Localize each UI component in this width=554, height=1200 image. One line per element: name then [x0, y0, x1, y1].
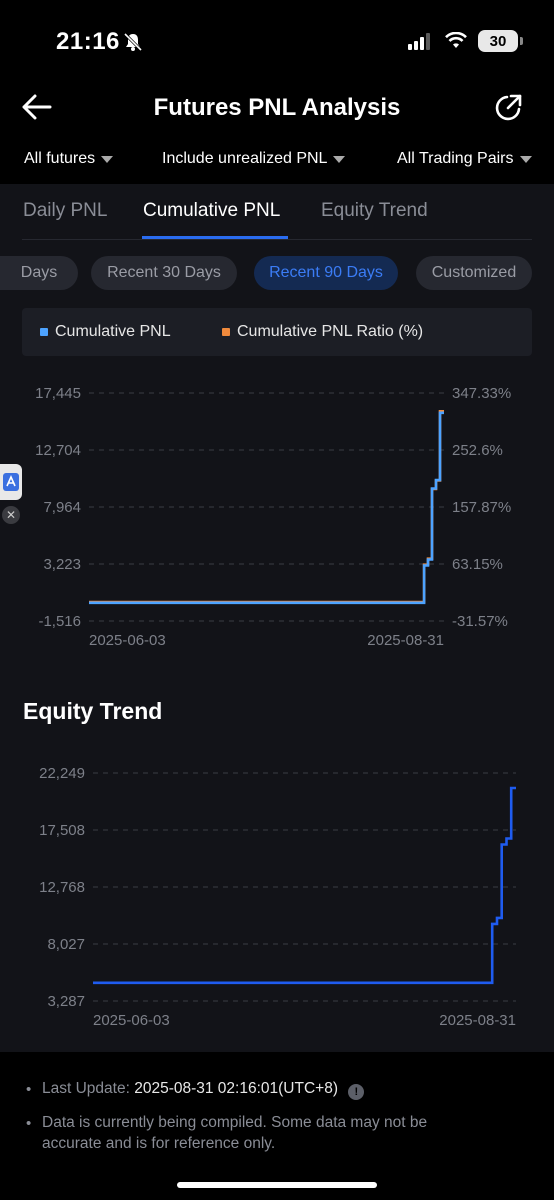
- caret-down-icon: [519, 155, 532, 163]
- share-button[interactable]: [492, 90, 526, 124]
- pnl-filter-label: Include unrealized PNL: [162, 150, 328, 167]
- cellular-signal-icon: [408, 33, 430, 50]
- share-icon: [495, 94, 522, 121]
- chip-recent-30-days[interactable]: Recent 30 Days: [91, 256, 237, 290]
- chip-customized[interactable]: Customized: [416, 256, 532, 290]
- y-axis-left-tick-label: -1,516: [38, 613, 81, 630]
- y-axis-right-tick-label: 63.15%: [452, 556, 503, 573]
- tab-bar: Daily PNL Cumulative PNL Equity Trend: [0, 184, 554, 240]
- tabs-divider: [22, 239, 532, 240]
- y-axis-left-tick-label: 17,508: [39, 822, 85, 839]
- legend-label-pnl: Cumulative PNL: [55, 323, 171, 340]
- app-header: Futures PNL Analysis: [0, 82, 554, 138]
- status-time: 21:16: [56, 28, 120, 55]
- y-axis-right-tick-label: 347.33%: [452, 385, 511, 402]
- last-update-label: Last Update:: [42, 1080, 130, 1097]
- silent-mode-icon: [123, 32, 143, 52]
- y-axis-left-tick-label: 8,027: [47, 936, 85, 953]
- y-axis-right-tick-label: 252.6%: [452, 442, 503, 459]
- y-axis-right-tick-label: 157.87%: [452, 499, 511, 516]
- translate-widget[interactable]: [0, 464, 22, 500]
- legend-swatch-ratio: [222, 328, 230, 336]
- x-axis-tick-label: 2025-06-03: [89, 632, 166, 649]
- y-axis-left-tick-label: 22,249: [39, 765, 85, 782]
- cumulative-pnl-chart: 17,445 347.33% 12,704 252.6% 7,964 157.87% 3,2…: [35, 385, 511, 649]
- tab-equity-trend[interactable]: Equity Trend: [321, 200, 428, 221]
- equity-trend-chart: 22,249 17,508 12,768 8,027 3,287 2025-06-03 20…: [39, 765, 516, 1029]
- caret-down-icon: [333, 155, 346, 163]
- period-chips: Days Recent 30 Days Recent 90 Days Custo…: [0, 256, 554, 292]
- legend-swatch-pnl: [40, 328, 48, 336]
- tab-cumulative-pnl[interactable]: Cumulative PNL: [143, 200, 281, 221]
- legend-item-cumulative-pnl: Cumulative PNL: [40, 323, 171, 341]
- y-axis-left-tick-label: 7,964: [43, 499, 81, 516]
- active-tab-indicator: [142, 236, 288, 239]
- trading-pairs-filter-label: All Trading Pairs: [397, 150, 514, 167]
- legend-item-cumulative-pnl-ratio: Cumulative PNL Ratio (%): [222, 323, 423, 341]
- cumulative-pnl-line: [89, 411, 444, 605]
- analysis-panel: Daily PNL Cumulative PNL Equity Trend Da…: [0, 184, 554, 1052]
- last-update-value: 2025-08-31 02:16:01(UTC+8): [134, 1080, 338, 1097]
- y-axis-left-tick-label: 12,704: [35, 442, 81, 459]
- legend-label-ratio: Cumulative PNL Ratio (%): [237, 323, 424, 340]
- bullet: •: [26, 1115, 32, 1132]
- x-axis-tick-label: 2025-06-03: [93, 1012, 170, 1029]
- equity-line: [93, 786, 516, 985]
- arrow-left-icon: [22, 94, 52, 120]
- chip-recent-90-days[interactable]: Recent 90 Days: [254, 256, 398, 290]
- status-icons: 30: [408, 30, 523, 52]
- y-axis-left-tick-label: 17,445: [35, 385, 81, 402]
- chip-recent-days[interactable]: Days: [0, 256, 78, 290]
- equity-trend-title: Equity Trend: [23, 698, 163, 724]
- translate-widget-close-icon[interactable]: ✕: [2, 506, 20, 524]
- data-note-line-1: Data is currently being compiled. Some d…: [42, 1114, 428, 1131]
- x-axis-tick-label: 2025-08-31: [439, 1012, 516, 1029]
- y-axis-left-tick-label: 12,768: [39, 879, 85, 896]
- battery-icon: 30: [478, 30, 523, 52]
- trading-pairs-filter-dropdown[interactable]: All Trading Pairs: [397, 150, 532, 168]
- battery-level: 30: [489, 32, 507, 50]
- bullet: •: [26, 1081, 32, 1098]
- tab-daily-pnl[interactable]: Daily PNL: [23, 200, 108, 221]
- y-axis-left-tick-label: 3,223: [43, 556, 81, 573]
- wifi-icon: [445, 32, 467, 48]
- chart-legend: Cumulative PNL Cumulative PNL Ratio (%): [22, 308, 532, 356]
- pnl-filter-dropdown[interactable]: Include unrealized PNL: [162, 150, 346, 168]
- last-update-line: Last Update: 2025-08-31 02:16:01(UTC+8) …: [42, 1078, 365, 1100]
- y-axis-right-tick-label: -31.57%: [452, 613, 508, 630]
- data-note-line-2: accurate and is for reference only.: [42, 1135, 276, 1152]
- info-icon[interactable]: !: [348, 1084, 365, 1100]
- filter-bar: All futures Include unrealized PNL All T…: [0, 140, 554, 182]
- x-axis-tick-label: 2025-08-31: [367, 632, 444, 649]
- home-indicator: [177, 1182, 377, 1188]
- y-axis-left-tick-label: 3,287: [47, 993, 85, 1010]
- back-button[interactable]: [20, 90, 54, 124]
- caret-down-icon: [101, 155, 114, 163]
- page-title: Futures PNL Analysis: [153, 94, 401, 121]
- futures-filter-dropdown[interactable]: All futures: [24, 150, 114, 168]
- status-bar: 21:16 30: [0, 0, 554, 82]
- footer-notes: • Last Update: 2025-08-31 02:16:01(UTC+8…: [0, 1052, 554, 1200]
- translate-icon: [3, 473, 19, 491]
- futures-filter-label: All futures: [24, 150, 96, 167]
